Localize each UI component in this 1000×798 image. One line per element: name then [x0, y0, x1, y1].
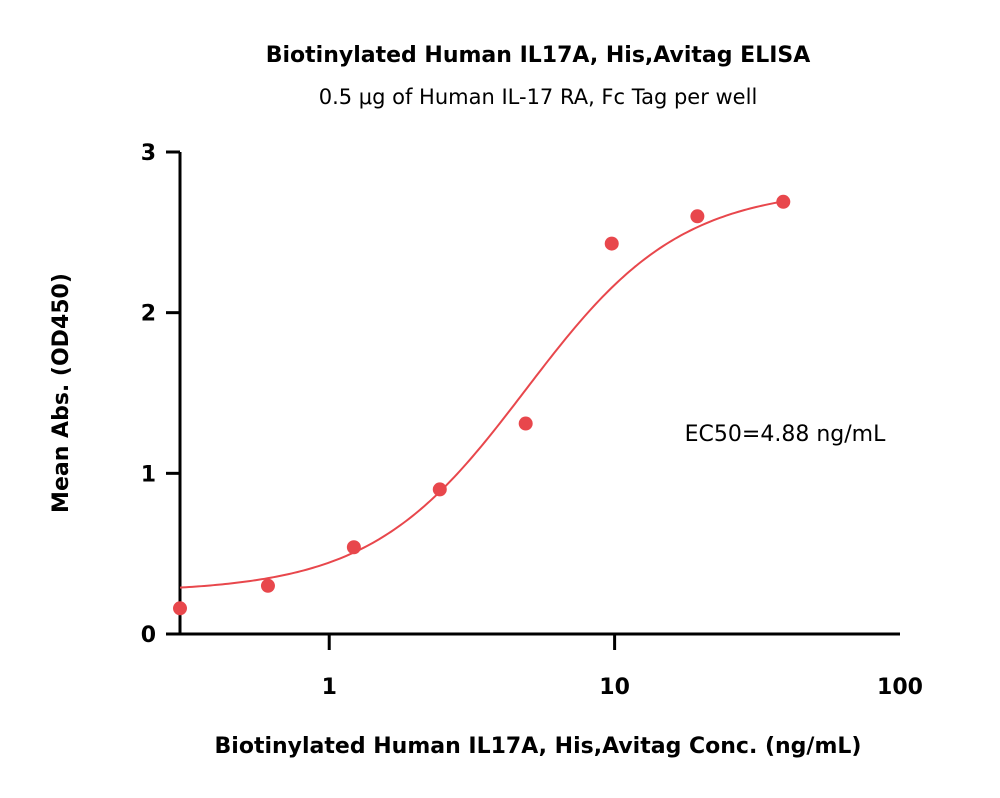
- axes: [178, 152, 900, 636]
- ec50-annotation: EC50=4.88 ng/mL: [685, 422, 886, 447]
- data-point: [346, 540, 361, 555]
- chart-subtitle: 0.5 μg of Human IL-17 RA, Fc Tag per wel…: [319, 85, 758, 109]
- fit-curve: [179, 200, 784, 589]
- data-point: [690, 209, 705, 224]
- data-point: [776, 194, 791, 209]
- y-tick-label: 0: [141, 623, 156, 648]
- y-tick-label: 3: [141, 141, 156, 166]
- y-axis-title: Mean Abs. (OD450): [49, 273, 74, 513]
- x-axis-title: Biotinylated Human IL17A, His,Avitag Con…: [215, 734, 862, 759]
- data-point: [173, 601, 187, 616]
- x-axis-ticks: 1 10 100: [322, 634, 923, 700]
- data-points: [173, 194, 791, 616]
- data-point: [604, 236, 619, 251]
- data-point: [518, 416, 533, 431]
- data-point: [260, 578, 275, 593]
- x-tick-label: 100: [877, 675, 923, 700]
- x-tick-label: 1: [322, 675, 337, 700]
- y-tick-label: 2: [141, 302, 156, 327]
- x-tick-label: 10: [599, 675, 630, 700]
- y-axis-ticks: 0 1 2 3: [141, 141, 180, 648]
- data-point: [432, 482, 447, 497]
- chart-title: Biotinylated Human IL17A, His,Avitag ELI…: [266, 43, 811, 68]
- y-tick-label: 1: [141, 462, 156, 487]
